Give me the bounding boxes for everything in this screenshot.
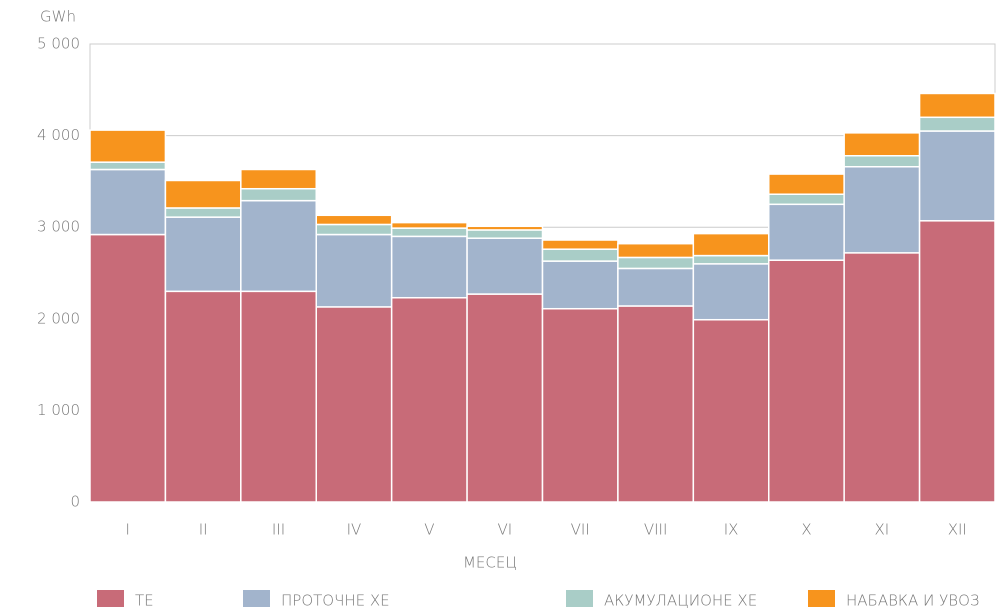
bar-segment (918, 116, 996, 132)
bar-segment (768, 193, 845, 206)
bar-segment (692, 232, 770, 257)
bar-segment (164, 179, 242, 209)
y-tick-label: 2 000 (37, 309, 80, 327)
bar-segment (390, 221, 468, 229)
bar-segment (89, 129, 167, 163)
bar-segment (843, 155, 921, 168)
bar-segment (240, 199, 317, 293)
bar-segment (240, 187, 317, 202)
x-tick-label: X (801, 521, 811, 539)
legend-swatch (97, 590, 124, 607)
bar-segment (164, 216, 242, 293)
bar-segment (240, 168, 317, 190)
legend-label: АКУМУЛАЦИОНЕ ХЕ (604, 592, 757, 610)
bar-segment (89, 161, 167, 171)
x-tick-label: V (424, 521, 434, 539)
bar-segment (390, 296, 468, 503)
bar-segment (843, 252, 921, 503)
x-tick-label: I (125, 521, 129, 539)
legend-swatch (566, 590, 593, 607)
bar-segment (466, 225, 544, 231)
x-tick-label: XII (948, 521, 967, 539)
bar-segment (164, 290, 242, 503)
bar-segment (617, 256, 695, 270)
bar-segment (768, 259, 845, 503)
legend-label: ПРОТОЧНЕ ХЕ (281, 592, 390, 610)
x-tick-label: IX (724, 521, 739, 539)
y-tick-label: 5 000 (37, 35, 80, 53)
bar-segment (315, 223, 393, 236)
bar-segment (315, 233, 393, 308)
legend-label: ТЕ (135, 592, 154, 610)
bar-segment (768, 203, 845, 261)
y-unit: GWh (40, 8, 76, 26)
bar-segment (918, 130, 996, 222)
bar-segment (918, 220, 996, 503)
bar-segment (692, 263, 770, 321)
bar-segment (541, 248, 619, 262)
bar-segment (843, 165, 921, 254)
legend-swatch (243, 590, 270, 607)
bar-segment (315, 214, 393, 226)
x-tick-label: VI (497, 521, 512, 539)
bar-segment (315, 306, 393, 503)
bar-segment (692, 254, 770, 265)
bar-segment (390, 235, 468, 299)
bar-segment (617, 242, 695, 259)
bar-segment (390, 227, 468, 238)
bar-segment (89, 168, 167, 236)
bar-segment (541, 260, 619, 310)
x-tick-label: IV (347, 521, 362, 539)
y-tick-label: 3 000 (37, 218, 80, 236)
x-axis-label: МЕСЕЦ (463, 554, 517, 572)
bar-segment (541, 307, 619, 503)
legend-label: НАБАВКА И УВОЗ (846, 592, 979, 610)
bar-segment (617, 267, 695, 307)
bar-segment (692, 318, 770, 503)
bar-segment (466, 293, 544, 503)
bar-segment (89, 233, 167, 503)
y-tick-label: 1 000 (37, 401, 80, 419)
x-tick-label: VII (571, 521, 590, 539)
x-tick-label: XI (875, 521, 890, 539)
bar-segment (843, 132, 921, 157)
bar-segment (164, 207, 242, 218)
x-tick-label: III (272, 521, 285, 539)
y-tick-label: 4 000 (37, 126, 80, 144)
x-tick-label: VIII (644, 521, 668, 539)
bar-segment (768, 173, 845, 195)
bar-segment (240, 290, 317, 503)
bar-segment (617, 305, 695, 503)
bar-segment (918, 92, 996, 119)
bar-segment (466, 229, 544, 239)
x-tick-label: II (199, 521, 208, 539)
bar-segment (541, 239, 619, 250)
legend-swatch (808, 590, 835, 607)
bar-segment (466, 237, 544, 295)
y-tick-label: 0 (70, 493, 80, 511)
